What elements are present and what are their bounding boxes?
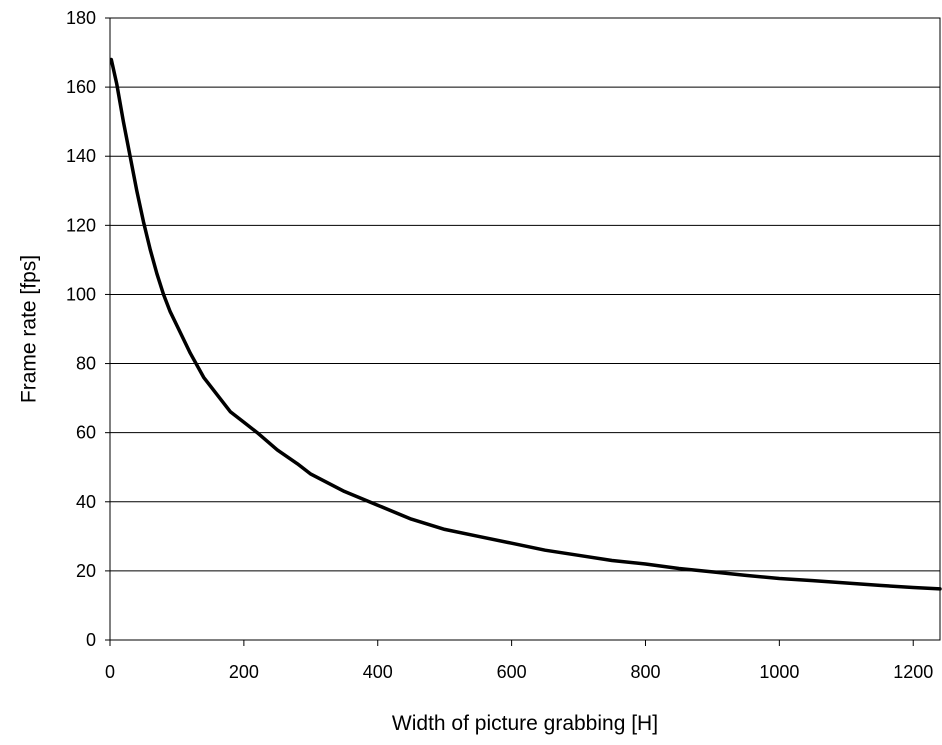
x-axis-title: Width of picture grabbing [H] <box>392 712 658 735</box>
plot-area-border <box>109 17 941 641</box>
x-tick-label: 1200 <box>893 662 933 682</box>
y-axis-title: Frame rate [fps] <box>17 255 40 403</box>
y-axis-ticks: 0 20 40 60 80 100 120 140 160 180 <box>66 8 110 650</box>
y-tick-label: 60 <box>76 423 96 443</box>
x-tick-label: 0 <box>105 662 115 682</box>
x-axis-ticks: 0 200 400 600 800 1000 1200 <box>105 640 933 682</box>
x-tick-label: 400 <box>363 662 393 682</box>
series-line-0 <box>109 57 942 591</box>
y-tick-label: 20 <box>76 561 96 581</box>
series-layer <box>109 57 942 591</box>
y-tick-label: 80 <box>76 354 96 374</box>
x-tick-label: 600 <box>497 662 527 682</box>
grid-lines <box>110 86 940 572</box>
y-tick-label: 140 <box>66 146 96 166</box>
y-tick-label: 100 <box>66 284 96 304</box>
x-tick-label: 800 <box>630 662 660 682</box>
x-tick-label: 1000 <box>759 662 799 682</box>
y-tick-label: 160 <box>66 77 96 97</box>
y-tick-label: 180 <box>66 8 96 28</box>
x-tick-label: 200 <box>229 662 259 682</box>
y-tick-label: 40 <box>76 492 96 512</box>
y-tick-label: 0 <box>86 630 96 650</box>
y-tick-label: 120 <box>66 215 96 235</box>
